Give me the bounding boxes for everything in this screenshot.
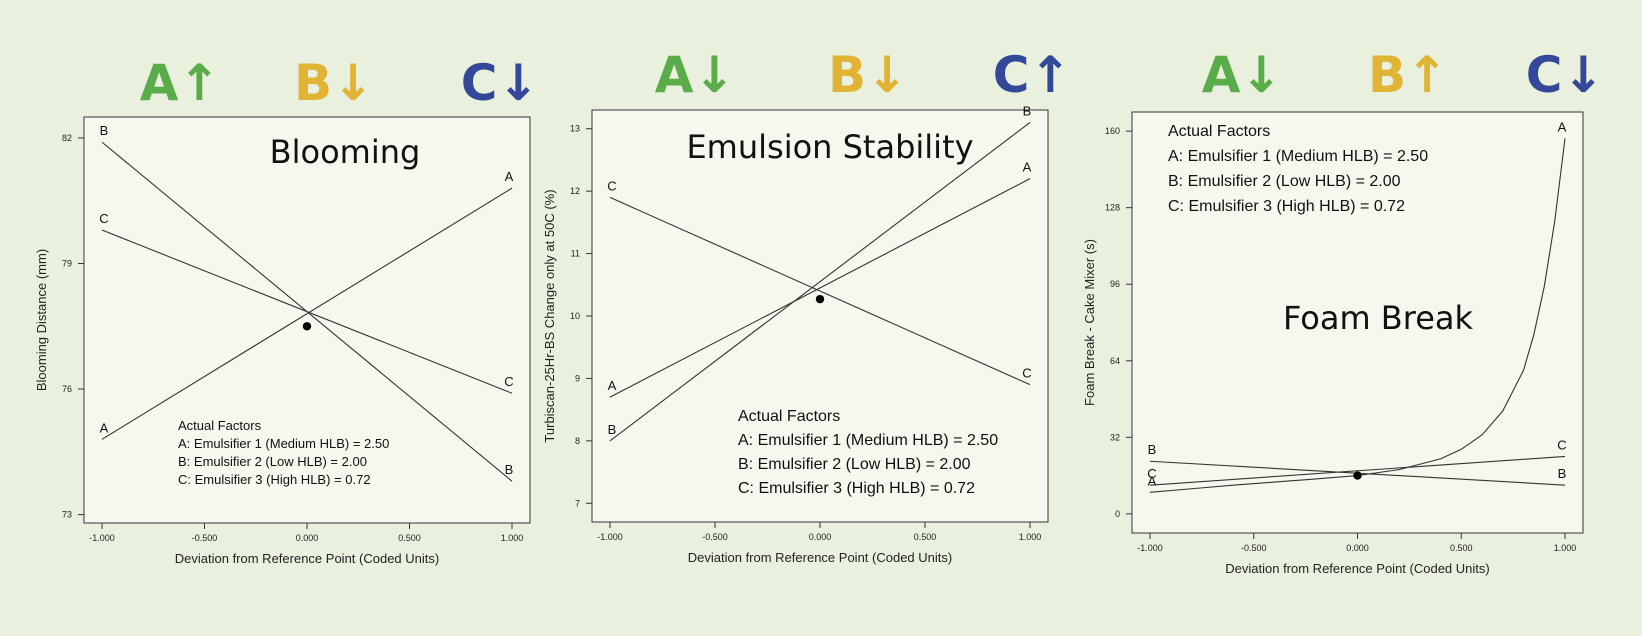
x-tick-label: 1.000 <box>1019 532 1042 542</box>
y-tick-label: 82 <box>62 133 72 143</box>
factor-line: B: Emulsifier 2 (Low HLB) = 2.00 <box>178 454 367 469</box>
series-label-A: A <box>505 169 514 184</box>
y-tick-label: 73 <box>62 510 72 520</box>
y-tick-label: 7 <box>575 498 580 508</box>
y-tick-label: 12 <box>570 186 580 196</box>
factors-heading: Actual Factors <box>1168 123 1270 140</box>
y-axis-title: Turbiscan-25Hr-BS Change only at 50C (%) <box>542 189 557 442</box>
series-label-A: A <box>1023 160 1032 175</box>
x-tick-label: 0.500 <box>914 532 937 542</box>
series-label-B: B <box>1558 466 1567 481</box>
y-tick-label: 160 <box>1105 126 1120 136</box>
series-label-C: C <box>607 178 616 193</box>
x-tick-label: -0.500 <box>702 532 728 542</box>
series-label-C: C <box>99 211 108 226</box>
series-label-A: A <box>1558 119 1567 134</box>
x-tick-label: 0.000 <box>1346 543 1369 553</box>
series-label-A: A <box>1148 473 1157 488</box>
chart-title: Emulsion Stability <box>686 128 973 166</box>
factor-direction-C: C↑ <box>993 46 1072 104</box>
y-tick-label: 0 <box>1115 509 1120 519</box>
series-label-B: B <box>1148 442 1157 457</box>
x-tick-label: -0.500 <box>1241 543 1267 553</box>
factor-line: A: Emulsifier 1 (Medium HLB) = 2.50 <box>1168 148 1428 165</box>
series-label-B: B <box>100 123 109 138</box>
series-line-C <box>1149 455 1566 486</box>
series-line-A <box>609 178 1031 398</box>
factor-line: B: Emulsifier 2 (Low HLB) = 2.00 <box>1168 173 1401 190</box>
y-tick-label: 11 <box>571 249 580 259</box>
x-tick-label: 0.000 <box>296 533 319 543</box>
y-tick-label: 32 <box>1110 432 1120 442</box>
factor-line: B: Emulsifier 2 (Low HLB) = 2.00 <box>738 456 971 473</box>
factor-direction-B: B↓ <box>828 46 908 104</box>
plot-area <box>83 116 531 524</box>
series-label-C: C <box>1022 366 1031 381</box>
x-axis-title: Deviation from Reference Point (Coded Un… <box>1225 561 1489 576</box>
y-tick-label: 128 <box>1105 203 1120 213</box>
series-line-C <box>609 196 1031 386</box>
x-tick-label: 1.000 <box>1554 543 1577 553</box>
factor-direction-C: C↓ <box>461 54 540 112</box>
reference-point <box>1353 471 1362 480</box>
y-tick-label: 76 <box>62 384 72 394</box>
plot-area <box>591 109 1049 523</box>
factor-direction-A: A↓ <box>1202 46 1283 104</box>
factors-heading: Actual Factors <box>738 408 840 425</box>
series-line-A <box>101 187 513 440</box>
factor-direction-B: B↓ <box>294 54 374 112</box>
series-label-A: A <box>100 420 109 435</box>
y-tick-label: 10 <box>570 311 580 321</box>
series-line-B <box>609 122 1031 442</box>
factor-line: C: Emulsifier 3 (High HLB) = 0.72 <box>178 472 371 487</box>
chart-title: Foam Break <box>1283 299 1474 337</box>
y-tick-label: 79 <box>62 258 72 268</box>
factor-direction-A: A↑ <box>140 54 221 112</box>
x-axis-title: Deviation from Reference Point (Coded Un… <box>688 550 952 565</box>
x-tick-label: 0.000 <box>809 532 832 542</box>
x-tick-label: 0.500 <box>398 533 421 543</box>
series-line-C <box>101 229 513 394</box>
reference-point <box>815 294 825 304</box>
series-label-C: C <box>1147 466 1156 481</box>
factor-direction-B: B↑ <box>1368 46 1448 104</box>
series-line-A <box>1149 138 1566 493</box>
chart-2: A↓ B↓ C↑ -1.000 -0.500 0.000 0.500 1.000 7 8 9 10 11… <box>542 46 1071 565</box>
factor-direction-A: A↓ <box>655 46 736 104</box>
y-tick-label: 8 <box>575 436 580 446</box>
factor-line: C: Emulsifier 3 (High HLB) = 0.72 <box>738 480 975 497</box>
y-tick-label: 64 <box>1110 356 1120 366</box>
chart-3: A↓ B↑ C↓ -1.000 -0.500 0.000 0.500 1.000 0 32 64 96… <box>1082 46 1604 576</box>
series-label-A: A <box>608 378 617 393</box>
series-label-C: C <box>504 374 513 389</box>
series-label-C: C <box>1557 437 1566 452</box>
factor-line: C: Emulsifier 3 (High HLB) = 0.72 <box>1168 198 1405 215</box>
x-tick-label: -1.000 <box>597 532 623 542</box>
chart-title: Blooming <box>270 133 421 171</box>
x-tick-label: -0.500 <box>192 533 218 543</box>
x-tick-label: -1.000 <box>1137 543 1163 553</box>
factor-direction-C: C↓ <box>1526 46 1605 104</box>
factor-line: A: Emulsifier 1 (Medium HLB) = 2.50 <box>738 432 998 449</box>
series-label-B: B <box>505 462 514 477</box>
x-axis-title: Deviation from Reference Point (Coded Un… <box>175 551 439 566</box>
y-axis-title: Blooming Distance (mm) <box>34 249 49 391</box>
y-axis-title: Foam Break - Cake Mixer (s) <box>1082 239 1097 406</box>
y-tick-label: 13 <box>570 124 580 134</box>
x-tick-label: -1.000 <box>89 533 115 543</box>
factor-line: A: Emulsifier 1 (Medium HLB) = 2.50 <box>178 436 389 451</box>
chart-1: A↑ B↓ C↓ -1.000 -0.500 0.000 0.500 1.000 73 76 79 8… <box>34 54 539 566</box>
reference-point <box>302 322 312 331</box>
series-label-B: B <box>608 422 617 437</box>
y-tick-label: 96 <box>1110 279 1120 289</box>
series-label-B: B <box>1023 103 1032 118</box>
y-tick-label: 9 <box>575 373 580 383</box>
factors-heading: Actual Factors <box>178 418 262 433</box>
x-tick-label: 0.500 <box>1450 543 1473 553</box>
plot-area <box>1131 111 1584 534</box>
x-tick-label: 1.000 <box>501 533 524 543</box>
